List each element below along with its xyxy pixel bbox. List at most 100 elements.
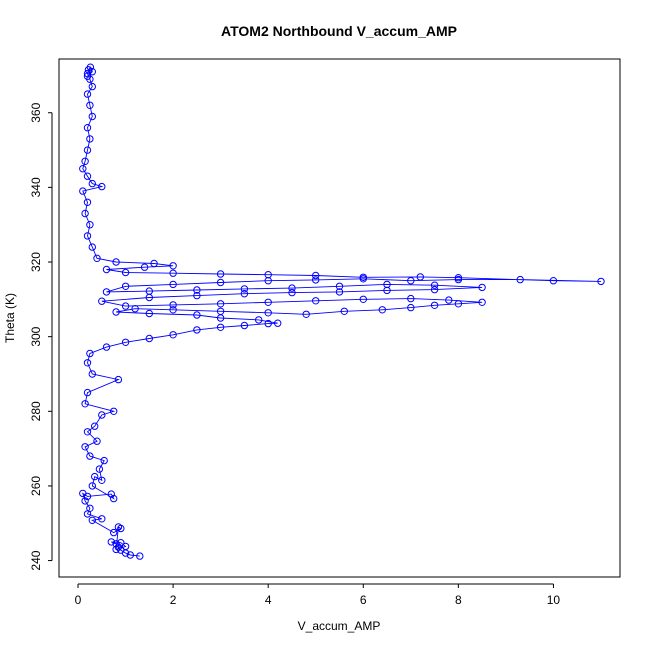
data-point — [136, 552, 144, 560]
data-point — [359, 295, 367, 303]
data-point — [83, 90, 92, 98]
data-point — [88, 243, 97, 251]
x-tick-label: 0 — [75, 593, 82, 607]
data-point — [112, 540, 120, 548]
plot-frame — [58, 58, 621, 578]
data-point — [81, 209, 89, 218]
x-tick-label: 2 — [170, 593, 177, 607]
data-point — [88, 482, 97, 490]
data-point — [110, 407, 118, 415]
data-point — [169, 280, 177, 289]
data-point — [83, 359, 92, 367]
data-point — [95, 465, 104, 473]
data-point — [478, 298, 486, 306]
data-point — [83, 232, 92, 240]
series-line — [82, 66, 602, 557]
data-point — [454, 274, 463, 282]
data-point — [145, 334, 154, 343]
data-point — [102, 343, 111, 351]
data-point — [240, 290, 249, 298]
data-point — [121, 302, 130, 310]
y-tick-label: 340 — [29, 177, 43, 197]
data-point — [169, 269, 177, 277]
data-point — [88, 179, 97, 188]
series-layer — [79, 63, 605, 560]
data-point — [150, 259, 158, 268]
data-point — [79, 187, 87, 195]
data-point — [169, 301, 177, 309]
data-point — [88, 68, 97, 76]
data-point — [274, 319, 282, 327]
data-point — [88, 112, 97, 121]
data-point — [112, 258, 120, 266]
data-point — [131, 305, 139, 313]
data-point — [216, 323, 225, 331]
data-point — [126, 551, 135, 559]
data-point — [516, 275, 524, 284]
data-point — [98, 515, 106, 523]
x-tick-label: 8 — [455, 593, 462, 607]
data-point — [335, 288, 344, 296]
data-point — [216, 270, 225, 278]
data-point — [91, 422, 99, 430]
data-point — [255, 316, 263, 324]
data-point — [597, 277, 605, 286]
data-point — [264, 309, 272, 317]
data-point — [140, 263, 149, 271]
data-point — [407, 294, 415, 303]
x-axis-label: V_accum_AMP — [298, 619, 381, 633]
data-point — [312, 271, 320, 280]
data-point — [216, 278, 225, 287]
data-point — [93, 254, 101, 262]
data-point — [98, 297, 106, 305]
data-point — [407, 277, 415, 285]
data-point — [83, 198, 92, 207]
data-point — [378, 306, 386, 314]
data-point — [430, 285, 439, 294]
y-axis-label: Theta (K) — [3, 293, 17, 343]
data-point — [81, 443, 89, 451]
data-point — [81, 400, 89, 408]
data-point — [407, 303, 415, 312]
data-point — [98, 476, 106, 484]
data-point — [86, 135, 94, 143]
data-point — [88, 82, 97, 91]
y-tick-label: 320 — [29, 252, 43, 272]
data-point — [117, 539, 125, 547]
data-point — [83, 146, 92, 154]
data-point — [86, 452, 94, 460]
data-point — [112, 308, 120, 316]
data-point — [110, 494, 118, 503]
y-axis: 240 260 280 300 320 340 360 — [29, 102, 53, 571]
x-tick-label: 10 — [547, 593, 561, 607]
data-point — [86, 349, 94, 358]
data-point — [102, 265, 111, 274]
data-point — [83, 172, 92, 180]
data-point — [145, 309, 154, 318]
x-tick-label: 4 — [265, 593, 272, 607]
data-point — [169, 306, 177, 314]
data-point — [86, 221, 94, 229]
data-point — [193, 291, 201, 300]
data-point — [114, 375, 123, 384]
data-point — [121, 282, 130, 290]
data-point — [91, 472, 99, 481]
data-point — [549, 277, 558, 285]
data-point — [81, 157, 89, 166]
data-point — [312, 297, 320, 305]
data-point — [240, 285, 249, 293]
data-point — [100, 456, 108, 465]
data-point — [312, 276, 320, 284]
data-point — [121, 338, 130, 346]
data-point — [79, 165, 87, 173]
data-point — [264, 271, 272, 279]
data-point — [86, 504, 94, 512]
data-point — [93, 437, 101, 445]
data-point — [83, 492, 92, 501]
data-point — [193, 311, 201, 319]
data-point — [288, 288, 296, 297]
data-point — [454, 300, 463, 308]
data-point — [98, 182, 106, 191]
data-point — [478, 283, 486, 292]
